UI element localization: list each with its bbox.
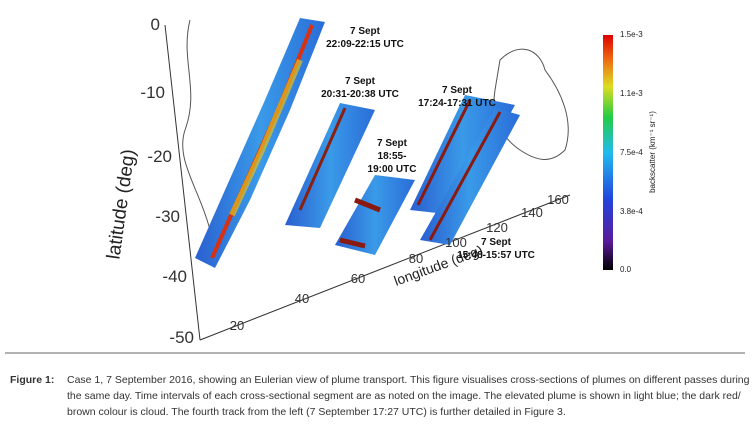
y-tick-label: -10 — [140, 83, 165, 102]
cloud — [428, 111, 502, 241]
axis-line — [199, 194, 571, 341]
x-tick-label: 140 — [521, 205, 543, 220]
segment — [335, 175, 415, 255]
annotation: 19:00 UTC — [368, 164, 417, 175]
colorbar-label: 0.0 — [620, 265, 632, 274]
cloud — [298, 107, 347, 211]
cloud — [416, 99, 472, 206]
cloud — [339, 197, 381, 249]
colorbar-label: 1.1e-3 — [620, 89, 643, 98]
y-tick-label: -30 — [155, 207, 180, 226]
annotation: 18:55- — [378, 151, 407, 162]
annotation: 7 Sept — [442, 85, 473, 96]
x-tick-label: 20 — [230, 318, 244, 333]
annotation: 7 Sept — [377, 138, 408, 149]
x-tick-label: 80 — [409, 251, 423, 266]
x-tick-label: 60 — [351, 271, 365, 286]
annotation: 7 Sept — [481, 237, 512, 248]
colorbar-label: 3.8e-4 — [620, 207, 643, 216]
caption-line: the same day. Time intervals of each cro… — [67, 390, 741, 402]
figure: 1.5e-3 1.1e-3 7.5e-4 3.8e-4 0.0 backscat… — [5, 15, 745, 354]
caption-text: Case 1, 7 September 2016, showing an Eul… — [67, 372, 750, 420]
x-tick-label: 120 — [486, 220, 508, 235]
annotation: 20:31-20:38 UTC — [321, 89, 399, 100]
annotation: 7 Sept — [345, 76, 376, 87]
y-tick-label: -50 — [169, 328, 194, 347]
annotation: 7 Sept — [350, 26, 381, 37]
y-tick-label: -40 — [162, 267, 187, 286]
x-axis-title: longitude (deg) — [392, 242, 485, 289]
y-axis-title: latitude (deg) — [103, 148, 139, 261]
plume — [229, 58, 303, 217]
caption-line: brown colour is cloud. The fourth track … — [67, 406, 566, 418]
colorbar-label: 7.5e-4 — [620, 148, 643, 157]
segment — [195, 18, 325, 268]
annotation: 22:09-22:15 UTC — [326, 39, 404, 50]
x-tick-label: 40 — [295, 291, 309, 306]
colorbar-title: backscatter (km⁻¹ sr⁻¹) — [648, 111, 657, 193]
axis-line — [164, 24, 201, 341]
caption-label: Figure 1: — [10, 374, 55, 386]
x-tick-label: 160 — [547, 192, 569, 207]
caption: Figure 1: Case 1, 7 September 2016, show… — [10, 372, 750, 420]
segment — [285, 103, 375, 228]
annotation: 15:48-15:57 UTC — [457, 250, 535, 261]
y-tick-label: 0 — [151, 15, 160, 34]
x-tick-label: 100 — [445, 235, 467, 250]
coastline — [182, 19, 216, 246]
colorbar-label: 1.5e-3 — [620, 30, 643, 39]
caption-line: Case 1, 7 September 2016, showing an Eul… — [67, 374, 750, 386]
y-tick-label: -20 — [147, 147, 172, 166]
annotation: 17:24-17:31 UTC — [418, 98, 496, 109]
colorbar — [603, 35, 613, 270]
